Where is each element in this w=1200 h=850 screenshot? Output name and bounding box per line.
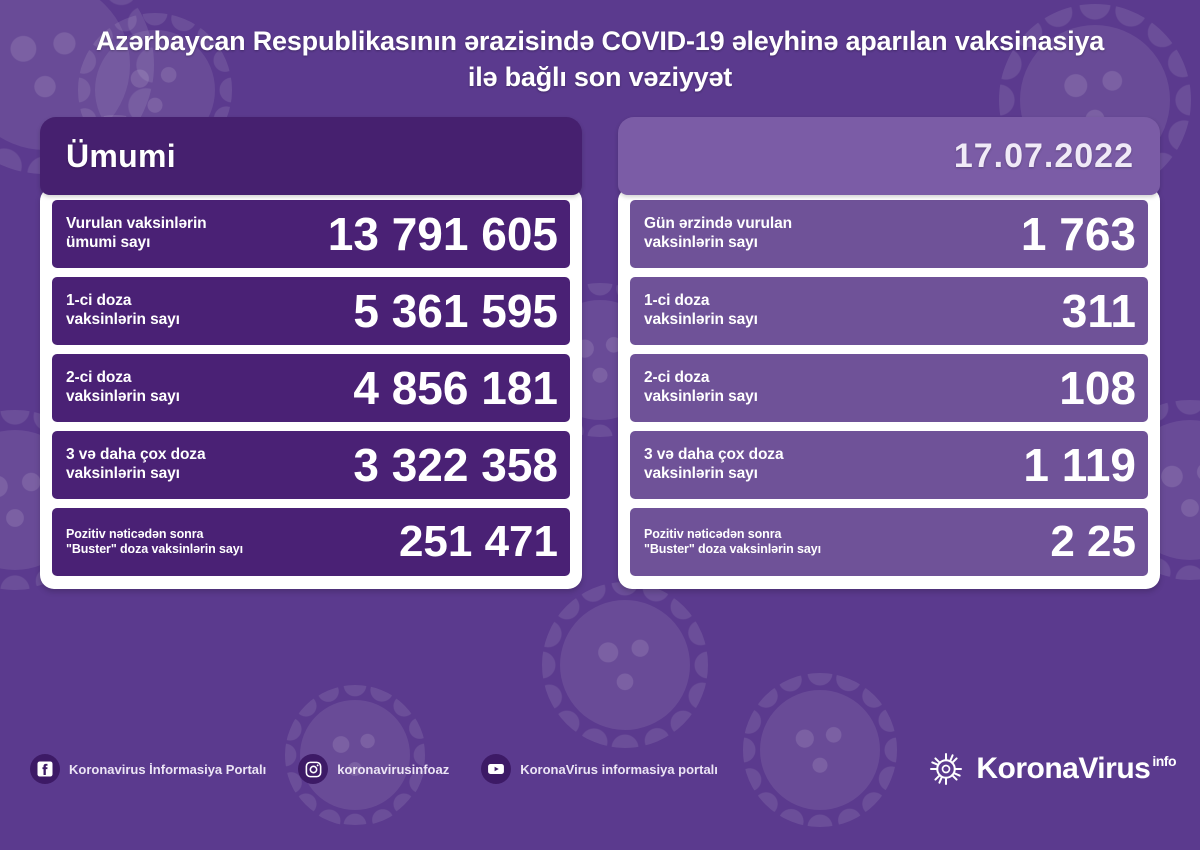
panel-total-header: Ümumi bbox=[40, 117, 582, 196]
social-label: koronavirusinfoaz bbox=[337, 761, 450, 777]
stat-value: 108 bbox=[1059, 362, 1136, 415]
stat-label: 1-ci doza vaksinlərin sayı bbox=[644, 292, 758, 329]
stat-row-total-dose1: 1-ci doza vaksinlərin sayı 5 361 595 bbox=[52, 277, 570, 346]
stat-value: 4 856 181 bbox=[353, 362, 558, 415]
stat-label: Pozitiv nəticədən sonra "Buster" doza va… bbox=[66, 526, 243, 557]
brand-logo[interactable]: KoronaVirus info bbox=[926, 749, 1176, 789]
header: Azərbaycan Respublikasının ərazisində CO… bbox=[0, 0, 1200, 105]
panel-total-card: Vurulan vaksinlərin ümumi sayı 13 791 60… bbox=[40, 187, 582, 590]
stat-row-total-dose3plus: 3 və daha çox doza vaksinlərin sayı 3 32… bbox=[52, 431, 570, 500]
facebook-icon bbox=[30, 754, 60, 784]
brand-suffix: info bbox=[1152, 753, 1176, 769]
stat-row-daily-booster: Pozitiv nəticədən sonra "Buster" doza va… bbox=[630, 508, 1148, 577]
footer: Koronavirus İnformasiya Portalı koronavi… bbox=[0, 738, 1200, 800]
stat-row-total-all: Vurulan vaksinlərin ümumi sayı 13 791 60… bbox=[52, 200, 570, 269]
stat-value: 1 119 bbox=[1023, 439, 1136, 492]
report-date: 17.07.2022 bbox=[953, 136, 1134, 175]
stat-label: 3 və daha çox doza vaksinlərin sayı bbox=[66, 446, 206, 483]
page-title: Azərbaycan Respublikasının ərazisində CO… bbox=[95, 26, 1105, 92]
stat-label: 1-ci doza vaksinlərin sayı bbox=[66, 292, 180, 329]
social-link-facebook[interactable]: Koronavirus İnformasiya Portalı bbox=[30, 754, 266, 784]
social-link-youtube[interactable]: KoronaVirus informasiya portalı bbox=[481, 754, 718, 784]
virus-decoration-icon bbox=[541, 581, 709, 749]
youtube-icon bbox=[481, 754, 512, 784]
stat-value: 1 763 bbox=[1020, 208, 1136, 261]
panels-container: Ümumi Vurulan vaksinlərin ümumi sayı 13 … bbox=[0, 105, 1200, 590]
stat-row-daily-dose2: 2-ci doza vaksinlərin sayı 108 bbox=[630, 354, 1148, 423]
stat-row-daily-dose3plus: 3 və daha çox doza vaksinlərin sayı 1 11… bbox=[630, 431, 1148, 500]
stat-value: 5 361 595 bbox=[353, 285, 558, 338]
stat-label: 2-ci doza vaksinlərin sayı bbox=[66, 369, 180, 406]
stat-value: 13 791 605 bbox=[327, 208, 558, 261]
social-link-instagram[interactable]: koronavirusinfoaz bbox=[298, 754, 449, 784]
stat-row-daily-dose1: 1-ci doza vaksinlərin sayı 311 bbox=[630, 277, 1148, 346]
panel-daily: 17.07.2022 Gün ərzində vurulan vaksinlər… bbox=[618, 117, 1160, 590]
stat-label: 3 və daha çox doza vaksinlərin sayı bbox=[644, 446, 784, 483]
brand-name-wrap: KoronaVirus info bbox=[976, 752, 1176, 786]
social-label: KoronaVirus informasiya portalı bbox=[520, 761, 718, 777]
brand-name: KoronaVirus bbox=[976, 752, 1151, 785]
stat-label: Vurulan vaksinlərin ümumi sayı bbox=[66, 215, 207, 252]
instagram-icon bbox=[298, 754, 329, 784]
panel-total-heading: Ümumi bbox=[66, 137, 176, 174]
stat-label: Gün ərzində vurulan vaksinlərin sayı bbox=[644, 215, 792, 252]
stat-value: 311 bbox=[1061, 285, 1136, 338]
virus-logo-icon bbox=[930, 753, 963, 785]
stat-row-total-booster: Pozitiv nəticədən sonra "Buster" doza va… bbox=[52, 508, 570, 577]
panel-daily-header: 17.07.2022 bbox=[618, 117, 1160, 196]
stat-value: 2 25 bbox=[1050, 517, 1136, 567]
panel-daily-card: Gün ərzində vurulan vaksinlərin sayı 1 7… bbox=[618, 187, 1160, 590]
stat-row-total-dose2: 2-ci doza vaksinlərin sayı 4 856 181 bbox=[52, 354, 570, 423]
panel-total: Ümumi Vurulan vaksinlərin ümumi sayı 13 … bbox=[40, 117, 582, 590]
stat-label: Pozitiv nəticədən sonra "Buster" doza va… bbox=[644, 526, 821, 557]
stat-value: 3 322 358 bbox=[353, 439, 558, 492]
social-label: Koronavirus İnformasiya Portalı bbox=[69, 761, 267, 777]
stat-label: 2-ci doza vaksinlərin sayı bbox=[644, 369, 758, 406]
stat-value: 251 471 bbox=[398, 517, 558, 567]
stat-row-daily-all: Gün ərzində vurulan vaksinlərin sayı 1 7… bbox=[630, 200, 1148, 269]
